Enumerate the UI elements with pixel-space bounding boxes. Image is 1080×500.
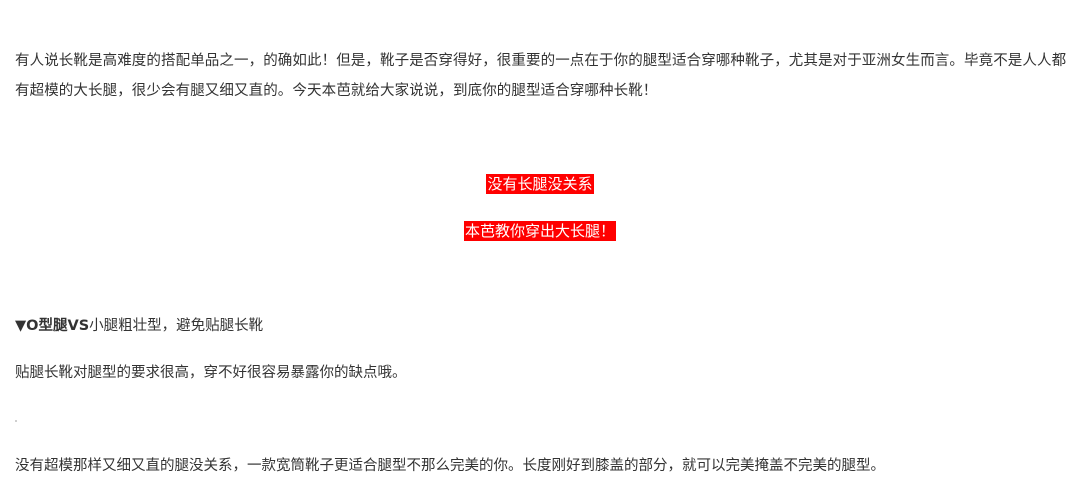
section-heading-text: 小腿粗壮型，避免贴腿长靴 bbox=[89, 318, 264, 334]
image-placeholder-dot bbox=[15, 420, 17, 422]
callout-line-1: 没有长腿没关系 bbox=[15, 173, 1065, 195]
callout-highlight-2: 本芭教你穿出大长腿！ bbox=[463, 221, 616, 241]
body-paragraph-1: 贴腿长靴对腿型的要求很高，穿不好很容易暴露你的缺点哦。 bbox=[15, 365, 407, 381]
callout-line-2: 本芭教你穿出大长腿！ bbox=[15, 220, 1065, 242]
section-heading-marker: ▼O型腿VS bbox=[15, 318, 90, 334]
section-heading: ▼O型腿VS小腿粗壮型，避免贴腿长靴 bbox=[15, 314, 263, 338]
callout-highlight-1: 没有长腿没关系 bbox=[486, 174, 594, 194]
intro-paragraph: 有人说长靴是高难度的搭配单品之一，的确如此！但是，靴子是否穿得好，很重要的一点在… bbox=[15, 53, 1067, 99]
body-paragraph-2: 没有超模那样又细又直的腿没关系，一款宽筒靴子更适合腿型不那么完美的你。长度刚好到… bbox=[15, 458, 885, 474]
